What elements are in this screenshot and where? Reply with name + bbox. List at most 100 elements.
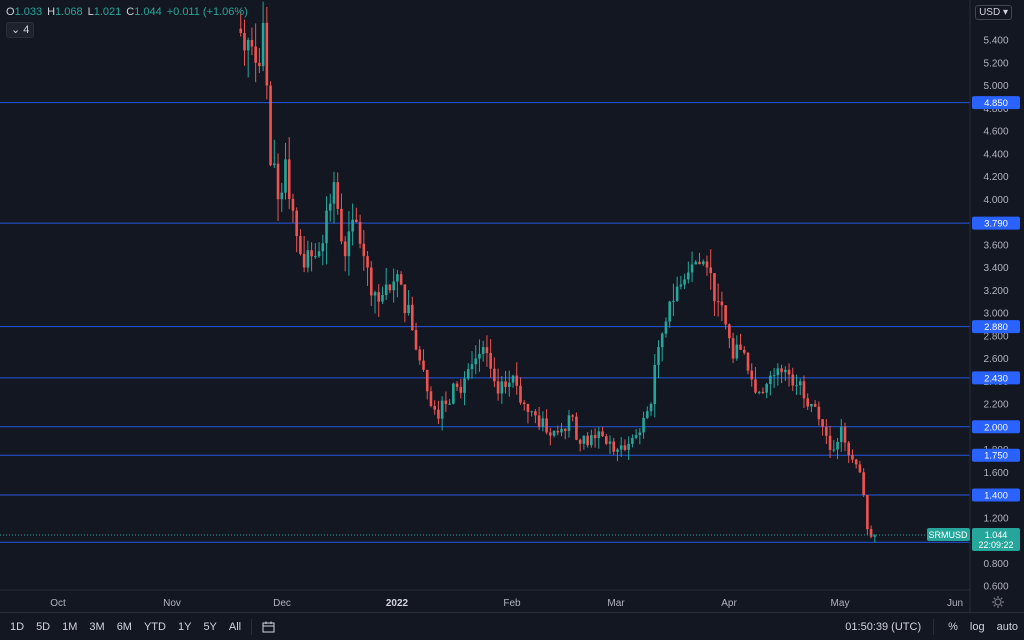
candle-body (623, 445, 627, 450)
level-label-bg (972, 320, 1020, 334)
range-1d-button[interactable]: 1D (10, 620, 25, 633)
candle-body (563, 428, 567, 431)
candle-body (825, 426, 828, 436)
range-5d-button[interactable]: 5D (36, 620, 51, 633)
candle-body (575, 416, 578, 440)
candle-body (567, 415, 571, 431)
range-6m-button[interactable]: 6M (116, 620, 132, 633)
range-all-button[interactable]: All (228, 620, 242, 633)
time-axis[interactable]: Oct Nov Dec 2022 Feb Mar Apr May Jun (50, 598, 963, 609)
settings-gear-icon[interactable] (991, 595, 1005, 609)
candle-body (698, 261, 701, 265)
candle-body (709, 267, 713, 274)
chart-background (0, 0, 1024, 612)
candle-body (340, 208, 343, 242)
time-tick-label: May (831, 598, 850, 609)
candle-body (425, 369, 429, 392)
candle-body (519, 385, 522, 403)
price-tick-label: 5.400 (983, 36, 1008, 47)
candle-body (411, 304, 414, 331)
candle-body (422, 360, 425, 370)
candle-body (392, 281, 395, 291)
candle-body (433, 406, 436, 410)
time-tick-label: Feb (503, 598, 521, 609)
candle-body (642, 417, 645, 433)
price-tick-label: 0.800 (983, 559, 1008, 570)
candle-body (660, 333, 664, 348)
price-tick-label: 1.200 (983, 513, 1008, 524)
price-tick-label: 4.800 (983, 104, 1008, 115)
range-1m-button[interactable]: 1M (62, 620, 78, 633)
price-tick-label: 4.600 (983, 127, 1008, 138)
auto-scale-toggle[interactable]: auto (996, 620, 1018, 633)
candle-body (291, 198, 295, 211)
currency-selector[interactable]: USD ▾ (975, 5, 1012, 20)
candle-body (772, 375, 776, 377)
price-chart[interactable]: 5.400 5.200 5.000 4.800 4.600 4.400 4.200 4.000… (0, 0, 1024, 612)
candle-body (757, 391, 761, 393)
candle-body (358, 222, 362, 244)
candle-body (452, 383, 455, 404)
open-label: O (6, 6, 15, 18)
candle-body (798, 381, 802, 386)
candle-body (746, 352, 750, 371)
level-label-bg (972, 216, 1020, 230)
price-tick-label: 5.200 (983, 58, 1008, 69)
price-tick-label: 0.600 (983, 582, 1008, 593)
candle-body (261, 22, 265, 67)
candle-body (858, 464, 862, 473)
log-scale-toggle[interactable]: log (969, 620, 985, 633)
candle-body (862, 472, 865, 495)
candle-body (713, 273, 716, 302)
candle-body (795, 385, 798, 387)
candle-body (466, 369, 470, 379)
candle-body (683, 279, 686, 285)
range-5y-button[interactable]: 5Y (203, 620, 217, 633)
indicators-toggle[interactable]: ⌄ 4 (6, 22, 35, 38)
candle-body (784, 369, 787, 373)
time-tick-label: Oct (50, 598, 66, 609)
candle-body (351, 219, 354, 232)
percent-scale-toggle[interactable]: % (948, 620, 958, 633)
candle-body (646, 411, 649, 418)
candle-body (843, 426, 847, 443)
candle-body (474, 358, 478, 365)
price-tick-label: 3.400 (983, 263, 1008, 274)
candle-body (448, 403, 451, 405)
candle-body (265, 22, 269, 86)
price-tag-countdown: 22:09:22 (978, 540, 1013, 550)
price-tick-label: 2.600 (983, 354, 1008, 365)
symbol-price-tag: SRMUSD 1.044 22:09:22 (927, 528, 1020, 551)
candle-body (690, 264, 694, 273)
candle-body (724, 305, 727, 325)
level-label: 1.400 (984, 491, 1008, 502)
candle-body (504, 381, 507, 387)
candle-body (679, 284, 683, 287)
calendar-goto-icon[interactable] (262, 621, 276, 633)
range-1y-button[interactable]: 1Y (177, 620, 192, 633)
level-label: 3.790 (984, 219, 1008, 230)
range-3m-button[interactable]: 3M (89, 620, 105, 633)
candle-body (302, 253, 306, 268)
candle-body (493, 368, 496, 382)
close-value: 1.044 (134, 6, 162, 18)
candle-body (258, 62, 261, 67)
candle-body (250, 40, 254, 47)
range-ytd-button[interactable]: YTD (143, 620, 166, 633)
candle-body (403, 284, 407, 314)
level-label: 2.430 (984, 373, 1008, 384)
candle-body (287, 159, 291, 199)
price-tag-bg (972, 528, 1020, 551)
candle-body (414, 330, 418, 350)
candle-body (821, 419, 824, 427)
candle-body (739, 344, 742, 350)
candle-body (239, 28, 243, 33)
price-tick-label: 3.000 (983, 309, 1008, 320)
candle-body (761, 391, 765, 393)
candle-body (873, 535, 877, 537)
utc-clock[interactable]: 01:50:39 (UTC) (845, 620, 922, 633)
price-tick-label: 4.000 (983, 195, 1008, 206)
candle-body (653, 364, 657, 404)
high-value: 1.068 (55, 6, 83, 18)
candle-body (817, 406, 821, 420)
